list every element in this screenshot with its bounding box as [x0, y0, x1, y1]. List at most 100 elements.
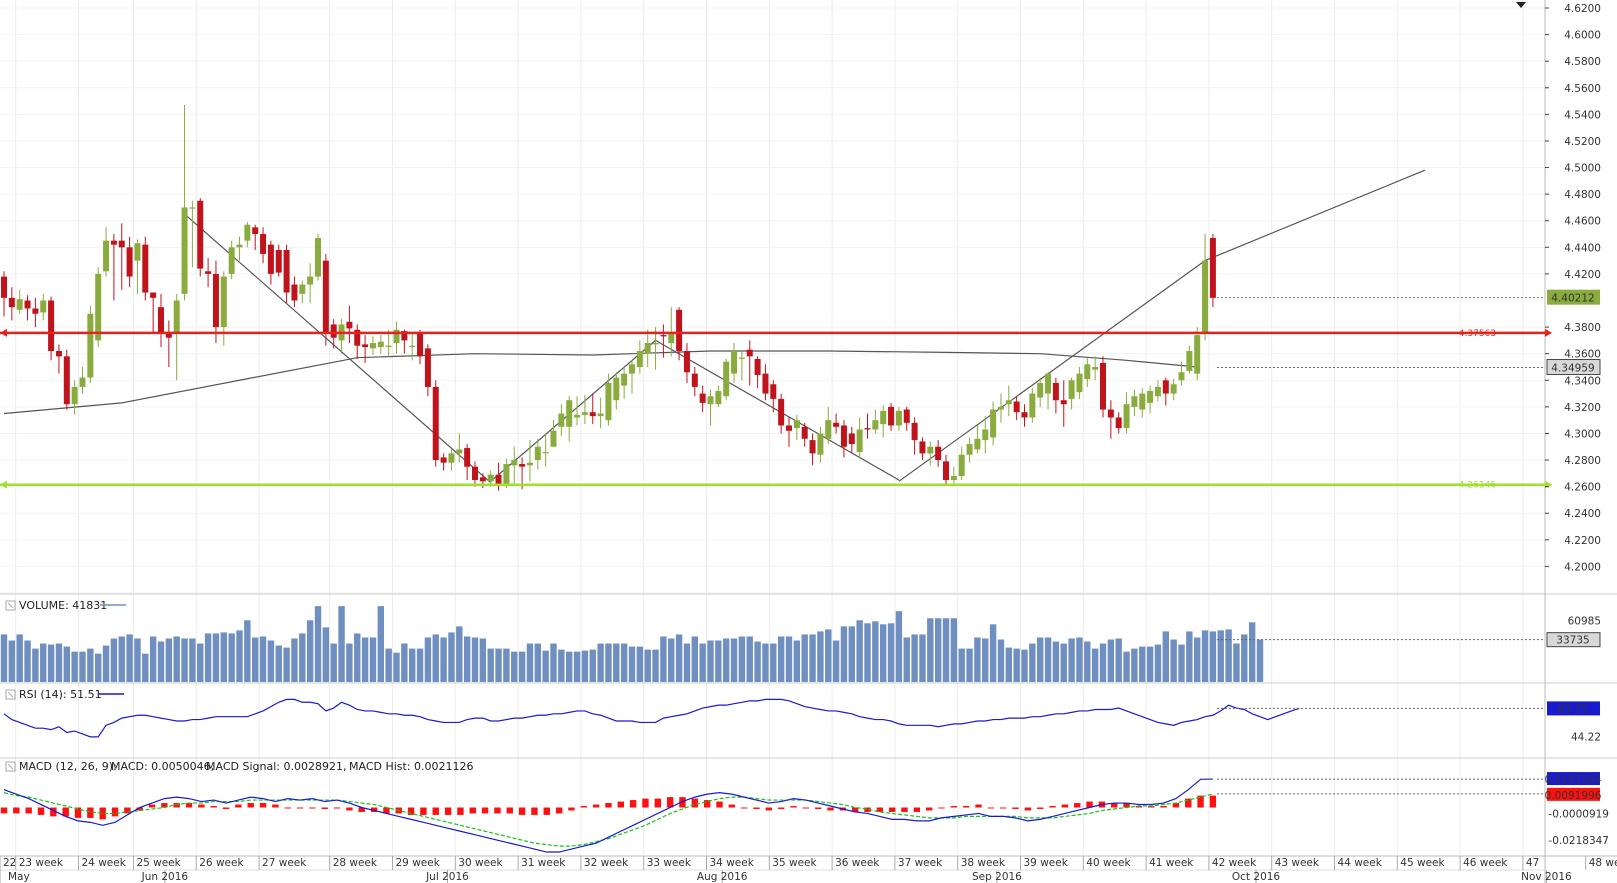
- candle-body: [895, 410, 902, 426]
- candle-body: [1115, 417, 1122, 429]
- candle-body: [103, 240, 110, 272]
- week-label: 45 week: [1400, 857, 1445, 869]
- volume-bar: [267, 640, 275, 682]
- volume-bar: [55, 643, 63, 682]
- volume-bar: [173, 636, 180, 682]
- volume-bar: [322, 627, 330, 682]
- volume-bar: [1107, 639, 1115, 682]
- volume-bar: [707, 640, 714, 682]
- volume-bar: [982, 638, 989, 682]
- volume-bar: [157, 641, 165, 682]
- volume-bar: [212, 633, 220, 682]
- macd-histogram-bar: [925, 807, 933, 811]
- candle-body: [1209, 238, 1216, 298]
- macd-histogram-bar: [210, 806, 217, 808]
- candle-body: [307, 276, 314, 285]
- candle-body: [385, 345, 392, 348]
- volume-bar: [699, 643, 706, 682]
- macd-histogram-bar: [728, 804, 736, 808]
- macd-histogram-bar: [198, 804, 205, 808]
- candle-body: [990, 409, 997, 438]
- candle-body: [1194, 335, 1201, 374]
- volume-bar: [142, 653, 149, 682]
- candle-body: [134, 243, 141, 261]
- macd-legend-hist: MACD Hist: 0.0021126: [349, 760, 474, 773]
- volume-bar: [1241, 634, 1248, 682]
- volume-bar: [338, 606, 345, 682]
- macd-histogram-bar: [592, 804, 600, 808]
- candle-body: [793, 420, 800, 429]
- week-label: 31 week: [521, 857, 566, 869]
- volume-bar: [777, 636, 785, 682]
- candle-body: [401, 331, 408, 341]
- volume-bar: [652, 649, 659, 682]
- candle-body: [911, 422, 918, 441]
- volume-bar: [1217, 630, 1224, 682]
- volume-bar: [487, 648, 494, 682]
- rsi-panel: [3, 698, 1545, 738]
- volume-bar: [715, 640, 722, 682]
- candle-body: [1060, 400, 1067, 405]
- week-label: 37 week: [898, 857, 943, 869]
- candle-body: [1045, 373, 1052, 394]
- volume-bar: [746, 636, 753, 682]
- candle-body: [236, 244, 243, 248]
- candle-body: [707, 396, 714, 405]
- candle-body: [79, 377, 86, 387]
- volume-bar: [1162, 631, 1169, 682]
- candle-body: [511, 460, 518, 466]
- volume-bar: [393, 652, 400, 682]
- candle-body: [369, 343, 376, 349]
- volume-bar: [95, 653, 102, 682]
- volume-bar: [730, 638, 738, 682]
- volume-bar: [911, 634, 918, 682]
- candle-body: [503, 464, 510, 484]
- macd-histogram-bar: [666, 797, 674, 808]
- volume-bar: [566, 651, 573, 682]
- week-label: 40 week: [1086, 857, 1131, 869]
- candle-body: [346, 321, 353, 329]
- volume-bar: [416, 648, 424, 682]
- candle-body: [150, 292, 157, 298]
- macd-axis-label-low: -0.0218347: [1548, 835, 1609, 847]
- macd-histogram-bar: [777, 807, 785, 809]
- price-axis-label: 4.2200: [1564, 535, 1601, 547]
- volume-bar: [40, 643, 47, 682]
- volume-bar: [785, 636, 793, 682]
- macd-histogram-bar: [765, 807, 773, 811]
- volume-bar: [291, 638, 298, 682]
- volume-bar: [361, 637, 369, 682]
- candle-body: [550, 430, 557, 447]
- volume-bar: [989, 624, 997, 682]
- macd-histogram-bar: [13, 807, 20, 814]
- volume-bar: [660, 636, 667, 682]
- candle-body: [943, 461, 949, 480]
- candle-body: [526, 462, 533, 466]
- candle-body: [448, 453, 455, 463]
- volume-bar: [825, 629, 832, 682]
- macd-histogram-bar: [25, 807, 32, 814]
- volume-bar: [605, 643, 612, 682]
- volume-bar: [118, 636, 125, 682]
- volume-bar: [197, 643, 204, 682]
- candle-body: [778, 398, 785, 426]
- macd-panel: [0, 778, 1545, 853]
- macd-axis-label-zero: -0.0000919: [1548, 809, 1609, 821]
- volume-bar: [220, 632, 227, 682]
- week-label: 22: [3, 857, 16, 869]
- macd-histogram-bar: [444, 807, 452, 815]
- candle-body: [1013, 401, 1020, 413]
- candle-body: [770, 384, 777, 399]
- volume-bar: [880, 624, 887, 682]
- candle-body: [801, 426, 808, 439]
- macd-histogram-bar: [851, 807, 859, 812]
- volume-bar: [927, 618, 934, 682]
- macd-histogram-bar: [913, 807, 921, 812]
- week-label: 33 week: [647, 857, 692, 869]
- volume-bar: [573, 651, 581, 682]
- week-label: 43 week: [1275, 857, 1320, 869]
- price-axis-label: 4.2800: [1564, 455, 1601, 467]
- macd-histogram-bar: [432, 807, 439, 815]
- candle-body: [589, 412, 596, 417]
